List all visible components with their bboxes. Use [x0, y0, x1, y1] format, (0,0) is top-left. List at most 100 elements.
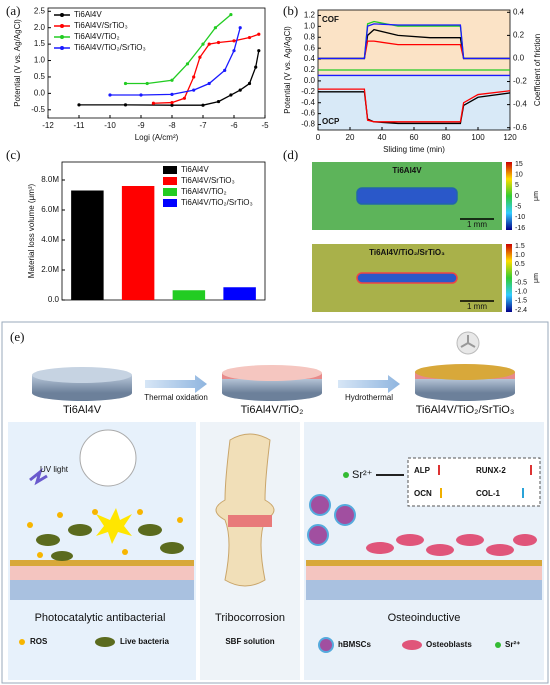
process-label: Hydrothermal: [345, 393, 393, 402]
legend-marker: [60, 46, 64, 50]
osteoblasts: [366, 534, 537, 556]
wear-track: [356, 272, 458, 284]
substrate: [306, 580, 542, 600]
x-tick-label: 120: [503, 133, 517, 142]
y2-tick-label: 0.4: [513, 7, 525, 16]
annotation: COF: [322, 15, 339, 24]
y-axis-label: Potential (V vs. Ag/AgCl): [13, 19, 22, 107]
step-label: Ti6Al4V: [63, 404, 102, 416]
legend-label: Ti6Al4V: [74, 10, 102, 19]
arrow: [338, 375, 400, 393]
point: [170, 103, 174, 107]
legend-label: Ti6Al4V/SrTiO₃: [181, 176, 235, 185]
hbmsc: [334, 504, 356, 526]
y2-tick-label: -0.6: [513, 123, 527, 132]
legend-label: Live bacteria: [120, 637, 169, 646]
y-axis-label: Material loss volume (μm³): [27, 183, 36, 278]
y-tick-label: 1.0: [34, 56, 46, 65]
joint: [215, 433, 275, 587]
x-tick-label: -5: [261, 121, 269, 130]
ros-dots: [27, 509, 183, 558]
legend-label: Ti6Al4V/TiO₂: [74, 32, 120, 41]
panel-letters: (a) (b) (c) (d): [6, 3, 298, 162]
y-tick-label: 0.4: [304, 54, 316, 63]
x-tick-label: -10: [104, 121, 116, 130]
y-tick-label: 0.6: [304, 43, 316, 52]
plot-frame: [47, 7, 266, 119]
scale-bar-label: 1 mm: [467, 220, 487, 229]
colorbar-tick: 5: [515, 182, 519, 189]
point: [170, 78, 174, 82]
point: [254, 65, 258, 69]
point: [216, 99, 221, 104]
y-tick-label: -0.6: [301, 109, 315, 118]
lightning: [29, 467, 48, 486]
petri-dish: [79, 429, 137, 487]
sr-dot: [343, 472, 349, 478]
point: [170, 100, 174, 105]
colorbar-tick: 1.5: [515, 243, 525, 250]
point: [247, 81, 252, 86]
y2-tick-label: -0.2: [513, 77, 527, 86]
x-axis-label: Sliding time (min): [383, 145, 445, 154]
colorbar: [506, 162, 512, 230]
series-line: [318, 88, 511, 123]
panel-letter: (e): [10, 329, 24, 344]
panel-letter: (a): [6, 3, 20, 18]
srtio3-layer: [10, 560, 194, 566]
legend-osteoblast: [402, 640, 422, 650]
map-label: Ti6Al4V/TiO₂/SrTiO₃: [369, 248, 445, 257]
y-tick-label: -0.2: [301, 87, 315, 96]
section-title: Photocatalytic antibacterial: [35, 612, 166, 624]
disc: [32, 367, 132, 383]
y-tick-label: 0.5: [34, 72, 46, 81]
light-label: UV light: [40, 465, 69, 474]
point: [247, 35, 252, 40]
marker-label: RUNX-2: [476, 466, 506, 475]
annotation: OCP: [322, 117, 340, 126]
legend-hbmsc: [318, 637, 334, 653]
region-bg: [318, 76, 510, 130]
colorbar-tick: 15: [515, 161, 523, 168]
y-tick-label: 0.0: [34, 88, 46, 97]
y-tick-label: -0.4: [301, 98, 315, 107]
point: [223, 68, 227, 72]
step-label: Ti6Al4V/TiO₂/SrTiO₃: [416, 404, 515, 416]
colorbar-unit: μm: [533, 191, 540, 201]
legend-marker: [60, 24, 64, 28]
marker-label: ALP: [414, 466, 431, 475]
point: [207, 81, 211, 86]
colorbar-tick: -1.5: [515, 298, 527, 305]
point: [201, 103, 205, 107]
point: [139, 93, 143, 97]
point: [229, 12, 233, 17]
marker-label: OCN: [414, 489, 432, 498]
tio2-layer: [222, 365, 322, 381]
y-tick-label: 4.0M: [41, 235, 59, 244]
panel-letter: (c): [6, 147, 20, 162]
legend-label: hBMSCs: [338, 640, 371, 649]
y-tick-label: -0.8: [301, 120, 315, 129]
wear-track: [356, 187, 458, 205]
y2-tick-label: -0.4: [513, 100, 527, 109]
point: [170, 92, 174, 96]
panel-letter: (d): [283, 147, 298, 162]
bacteria: [36, 524, 184, 561]
legend-label: Osteoblasts: [426, 640, 472, 649]
x-tick-label: 20: [346, 133, 355, 142]
step-label: Ti6Al4V/TiO₂: [241, 404, 304, 416]
point: [182, 96, 186, 100]
y-tick-label: 2.0M: [41, 265, 59, 274]
y-tick-label: 2.0: [34, 23, 46, 32]
hbmsc: [307, 524, 329, 546]
legend-marker: [60, 13, 64, 17]
marker-bar: [530, 465, 532, 475]
colorbar-tick: -16: [515, 225, 525, 232]
y-tick-label: 0.0: [48, 295, 60, 304]
legend-swatch: [163, 199, 177, 207]
colorbar: [506, 244, 512, 312]
srtio3-layer: [306, 560, 542, 566]
legend-swatch: [163, 166, 177, 174]
section-title: Tribocorrosion: [215, 612, 285, 624]
tio2-layer: [306, 566, 542, 580]
